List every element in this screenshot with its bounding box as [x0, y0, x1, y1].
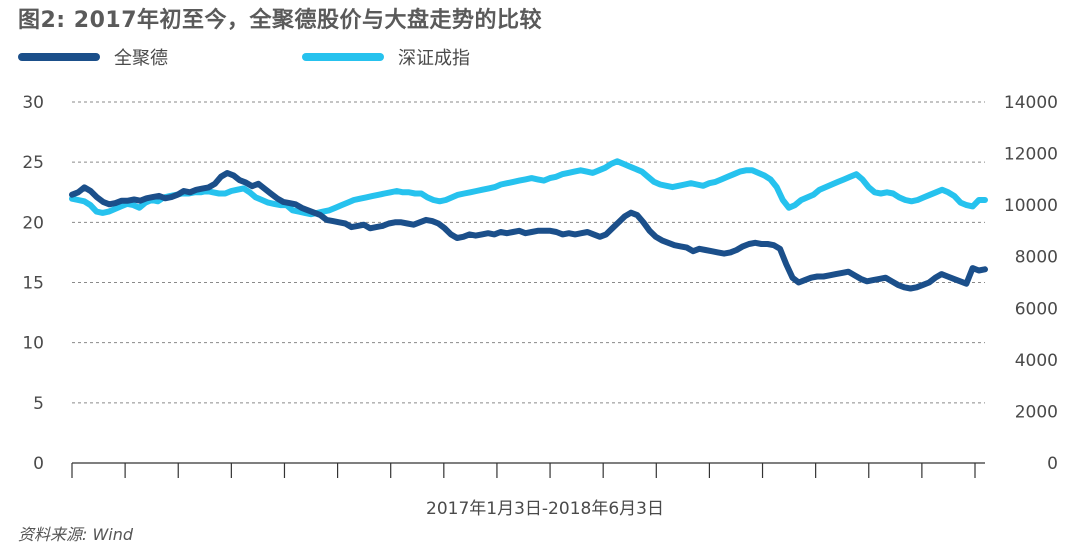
legend-label-series2: 深证成指: [398, 48, 470, 69]
y-left-tick-label: 30: [22, 93, 44, 113]
y-left-tick-label: 20: [22, 213, 44, 233]
y-right-tick-label: 0: [1047, 454, 1058, 474]
source-note: 资料来源: Wind: [18, 525, 134, 544]
y-right-tick-label: 12000: [1004, 145, 1058, 165]
x-axis-label: 2017年1月3日-2018年6月3日: [426, 499, 664, 519]
y-left-tick-label: 0: [33, 454, 44, 474]
chart-title: 图2: 2017年初至今，全聚德股价与大盘走势的比较: [18, 8, 542, 33]
legend-item-series1: 全聚德: [18, 44, 168, 70]
y-right-tick-label: 6000: [1015, 299, 1058, 319]
legend-label-series1: 全聚德: [114, 48, 168, 69]
y-left-tick-label: 15: [22, 274, 44, 294]
y-right-tick-label: 2000: [1015, 402, 1058, 422]
y-left-tick-label: 10: [22, 334, 44, 354]
legend-swatch-series2: [302, 53, 384, 61]
y-right-tick-label: 10000: [1004, 196, 1058, 216]
y-left-tick-label: 5: [33, 394, 44, 414]
y-right-tick-label: 14000: [1004, 93, 1058, 113]
y-right-tick-label: 8000: [1015, 248, 1058, 268]
y-right-tick-label: 4000: [1015, 351, 1058, 371]
series-line-quanjude: [69, 170, 988, 292]
legend: 全聚德 深证成指: [0, 44, 1080, 72]
legend-swatch-series1: [18, 53, 100, 61]
y-left-tick-label: 25: [22, 153, 44, 173]
legend-item-series2: 深证成指: [302, 44, 470, 70]
series-line-shenzhen-index: [69, 158, 988, 218]
